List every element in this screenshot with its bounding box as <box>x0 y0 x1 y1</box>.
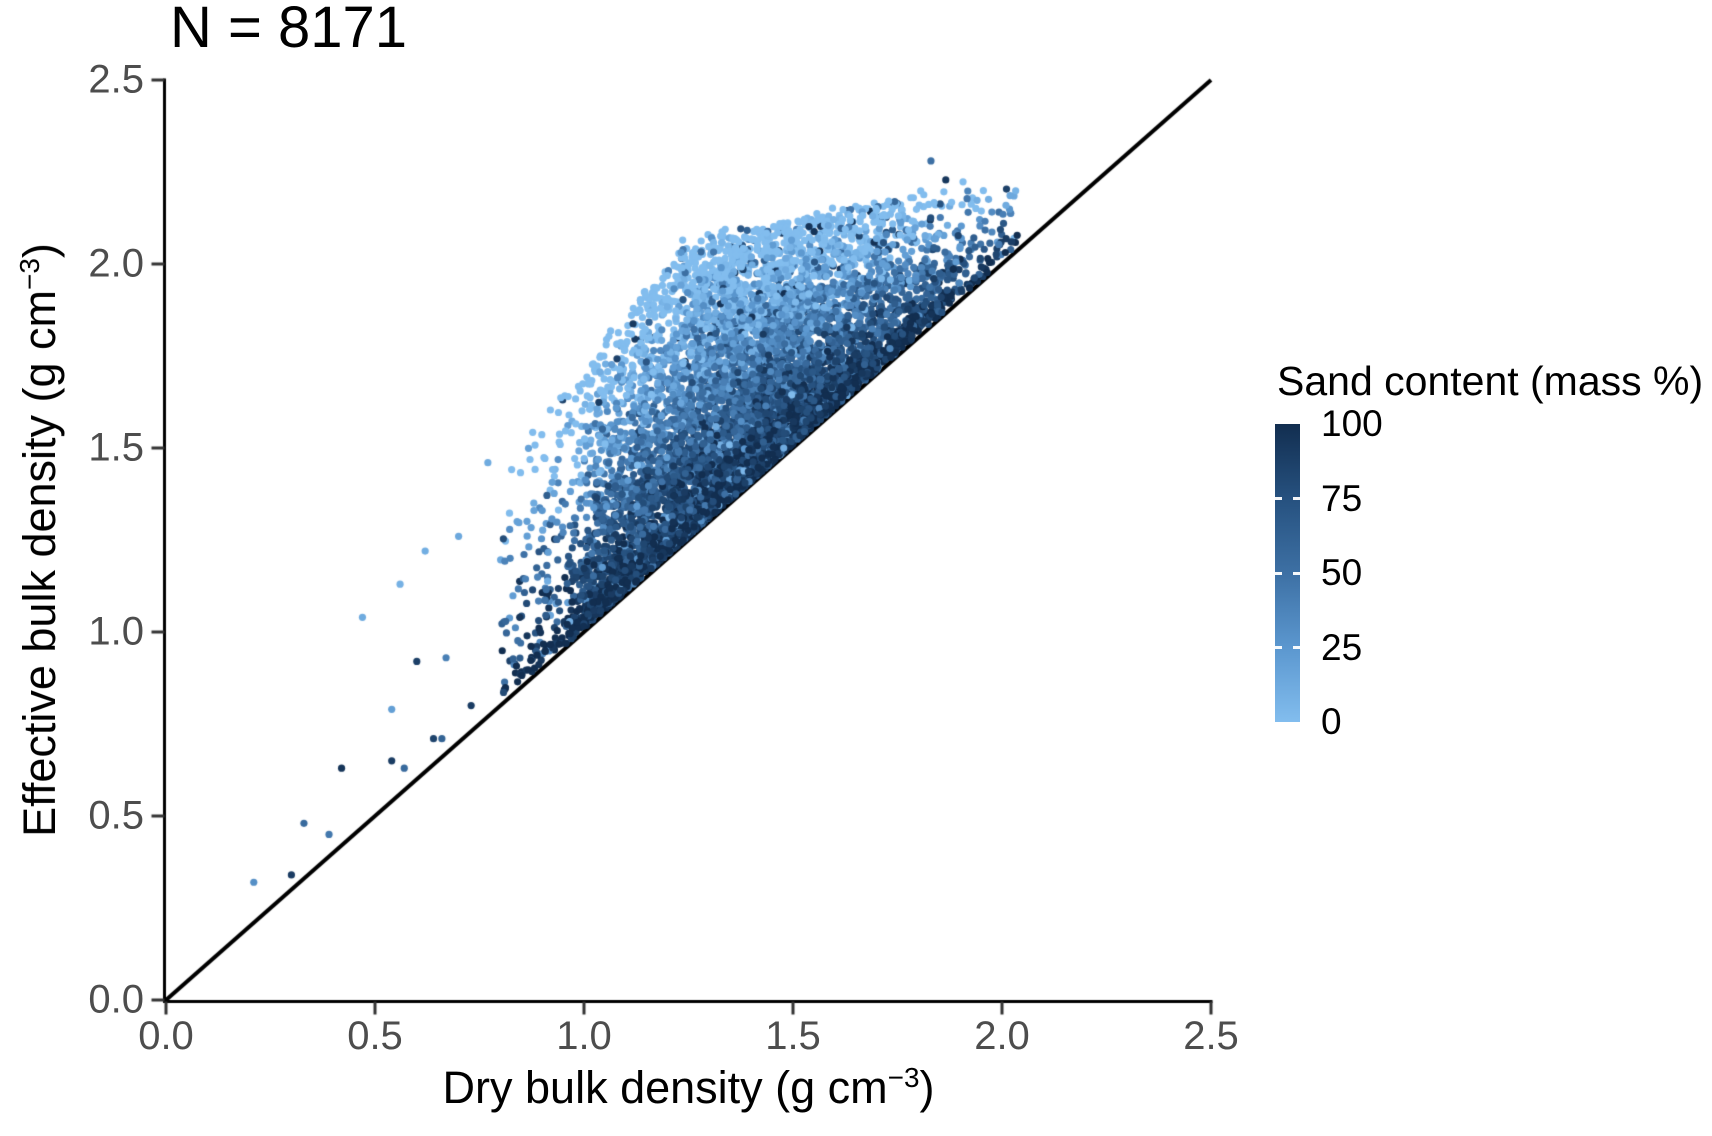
y-tick-label-0.0: 0.0 <box>88 977 144 1022</box>
y-axis-title: Effective bulk density (g cm−3) <box>14 243 66 837</box>
y-axis-title-text: Effective bulk density (g cm <box>14 289 65 837</box>
x-tick-label-1.5: 1.5 <box>765 1014 821 1058</box>
colorbar-tick-dash <box>1275 497 1282 500</box>
colorbar-tick-dash <box>1293 497 1300 500</box>
x-axis-title-superscript: −3 <box>887 1062 920 1093</box>
legend-tick-label-25: 25 <box>1321 626 1363 668</box>
x-tick-label-1.0: 1.0 <box>556 1014 612 1058</box>
x-axis-title: Dry bulk density (g cm−3) <box>166 1062 1211 1114</box>
legend-tick-label-50: 50 <box>1321 552 1363 593</box>
y-tick-label-0.5: 0.5 <box>88 793 144 838</box>
y-axis-title-close: ) <box>14 243 65 259</box>
x-tick-label-2.5: 2.5 <box>1183 1014 1239 1058</box>
x-axis-title-text: Dry bulk density (g cm <box>442 1062 888 1113</box>
colorbar-tick-dash <box>1293 571 1300 575</box>
plot-title: N = 8171 <box>170 0 408 60</box>
legend-tick-label-0: 0 <box>1321 701 1342 742</box>
x-tick-label-2.0: 2.0 <box>974 1014 1030 1058</box>
x-tick-label-0.5: 0.5 <box>347 1014 403 1058</box>
legend-title: Sand content (mass %) <box>1277 358 1704 404</box>
legend-tick-label-75: 75 <box>1321 477 1363 519</box>
y-tick-label-1.0: 1.0 <box>88 609 144 654</box>
colorbar-tick-dash <box>1275 571 1282 575</box>
x-tick-label-0.0: 0.0 <box>138 1014 194 1058</box>
y-tick-label-2.5: 2.5 <box>88 57 144 102</box>
colorbar-tick-dash <box>1293 646 1300 649</box>
legend-tick-label-100: 100 <box>1321 403 1383 444</box>
y-tick-label-2.0: 2.0 <box>88 241 144 286</box>
y-axis-title-superscript: −3 <box>14 258 45 290</box>
x-axis-title-close: ) <box>919 1062 935 1113</box>
y-tick-label-1.5: 1.5 <box>88 425 144 470</box>
colorbar-tick-dash <box>1275 646 1282 649</box>
